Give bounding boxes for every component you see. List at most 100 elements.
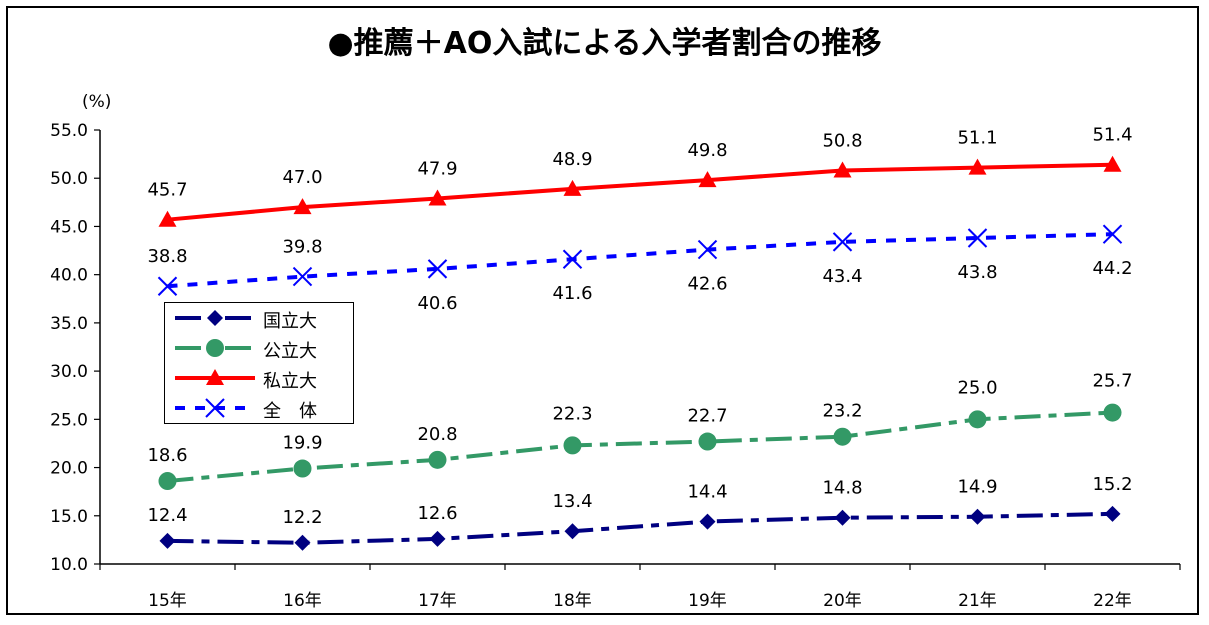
data-label: 40.6 <box>417 293 457 314</box>
x-tick-label: 15年 <box>148 591 187 611</box>
legend-marker <box>206 339 224 357</box>
data-point-marker <box>427 259 448 279</box>
data-point-marker <box>292 266 313 287</box>
data-point-marker <box>158 210 177 227</box>
data-label: 43.4 <box>822 266 862 287</box>
legend-swatch-total <box>175 398 255 418</box>
y-tick-label: 35.0 <box>50 314 88 334</box>
data-label: 25.7 <box>1092 371 1132 392</box>
data-label: 44.2 <box>1092 258 1132 279</box>
series-line-0 <box>167 511 1113 545</box>
data-point-marker <box>1103 155 1122 172</box>
legend-marker <box>207 310 223 326</box>
data-point-marker <box>969 508 986 525</box>
data-point-marker <box>699 513 716 530</box>
legend-label-private: 私立大 <box>263 371 317 392</box>
x-tick-label: 22年 <box>1093 591 1132 611</box>
legend-item-private: 私立大 <box>165 366 353 392</box>
legend-item-total: 全 体 <box>165 396 353 422</box>
y-tick-label: 10.0 <box>50 555 88 575</box>
data-point-marker <box>157 276 178 296</box>
data-label: 19.9 <box>282 433 322 454</box>
data-point-marker <box>158 472 177 491</box>
data-point-marker <box>833 161 852 178</box>
data-label: 18.6 <box>147 445 187 466</box>
data-point-marker <box>428 450 447 469</box>
data-point-marker <box>294 534 311 551</box>
y-tick-label: 45.0 <box>50 217 88 237</box>
series-line-3 <box>167 232 1113 289</box>
data-label: 49.8 <box>687 140 727 161</box>
data-point-marker <box>428 189 447 206</box>
data-label: 12.2 <box>282 507 322 528</box>
y-tick-label: 25.0 <box>50 410 88 430</box>
series-line-1 <box>167 410 1113 484</box>
data-label: 22.3 <box>552 403 592 424</box>
x-tick-label: 20年 <box>823 591 862 611</box>
data-point-marker <box>967 228 988 248</box>
x-tick-label: 17年 <box>418 591 457 611</box>
data-point-marker <box>562 249 583 269</box>
legend-label-national: 国立大 <box>263 311 317 332</box>
y-tick-label: 40.0 <box>50 266 88 286</box>
data-point-marker <box>159 532 176 549</box>
x-tick-label: 19年 <box>688 591 727 611</box>
data-point-marker <box>293 459 312 478</box>
data-point-marker <box>563 436 582 455</box>
legend-swatch-public <box>175 339 255 357</box>
x-tick-label: 21年 <box>958 591 997 611</box>
legend: 国立大 公立大 私立大 全 体 <box>164 302 354 424</box>
data-label: 47.9 <box>417 158 457 179</box>
data-label: 51.1 <box>957 128 997 149</box>
data-label: 22.7 <box>687 406 727 427</box>
series-line-2 <box>167 162 1113 222</box>
data-point-marker <box>564 523 581 540</box>
legend-label-public: 公立大 <box>263 341 317 362</box>
y-tick-label: 15.0 <box>50 507 88 527</box>
data-label: 14.9 <box>957 477 997 498</box>
data-point-marker <box>1103 403 1122 422</box>
data-label: 12.6 <box>417 503 457 524</box>
data-point-marker <box>968 410 987 429</box>
data-label: 48.9 <box>552 149 592 170</box>
y-tick-label: 20.0 <box>50 459 88 479</box>
data-label: 23.2 <box>822 401 862 422</box>
data-point-marker <box>832 232 853 252</box>
data-label: 41.6 <box>552 283 592 304</box>
legend-marker <box>205 398 225 418</box>
y-tick-label: 50.0 <box>50 169 88 189</box>
data-label: 38.8 <box>147 246 187 267</box>
legend-swatch-private <box>175 369 255 385</box>
data-point-marker <box>1102 224 1123 244</box>
data-point-marker <box>1104 505 1121 522</box>
legend-label-total: 全 体 <box>263 401 317 422</box>
data-label: 50.8 <box>822 131 862 152</box>
data-label: 43.8 <box>957 262 997 283</box>
data-label: 51.4 <box>1092 125 1132 146</box>
data-label: 15.2 <box>1092 474 1132 495</box>
data-label: 14.8 <box>822 478 862 499</box>
data-point-marker <box>698 432 717 451</box>
data-label: 42.6 <box>687 274 727 295</box>
data-label: 47.0 <box>282 167 322 188</box>
x-tick-label: 18年 <box>553 591 592 611</box>
data-point-marker <box>834 509 851 526</box>
legend-item-national: 国立大 <box>165 306 353 332</box>
data-label: 13.4 <box>552 491 592 512</box>
data-point-marker <box>968 158 987 175</box>
data-point-marker <box>563 179 582 196</box>
y-tick-label: 55.0 <box>50 121 88 141</box>
data-label: 14.4 <box>687 482 727 503</box>
data-point-marker <box>429 530 446 547</box>
y-axis-unit-label: (%) <box>82 92 112 112</box>
data-label: 20.8 <box>417 424 457 445</box>
data-point-marker <box>697 239 718 260</box>
data-label: 39.8 <box>282 237 322 258</box>
chart-title: ●推薦＋AO入試による入学者割合の推移 <box>327 26 882 61</box>
data-point-marker <box>293 198 312 215</box>
data-label: 45.7 <box>147 180 187 201</box>
data-label: 12.4 <box>147 505 187 526</box>
data-point-marker <box>833 427 852 446</box>
legend-marker <box>206 369 224 385</box>
